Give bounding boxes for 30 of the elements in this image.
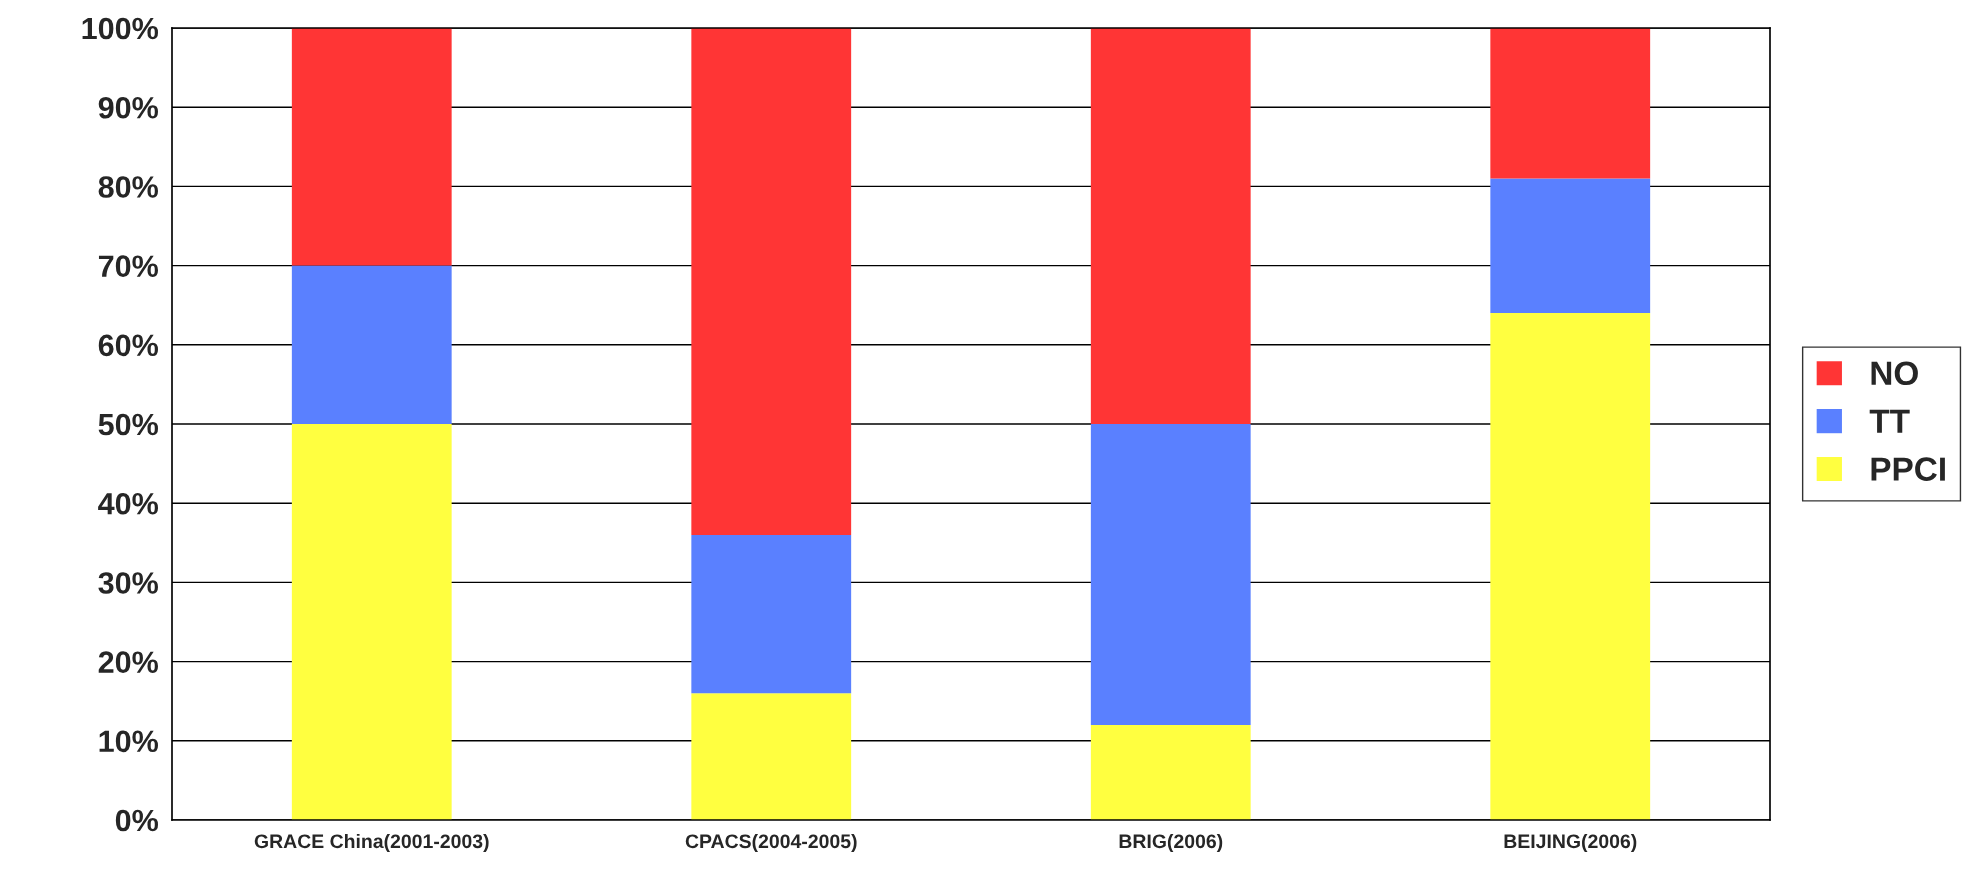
bar <box>291 424 452 820</box>
y-tick-label: 40% <box>98 492 158 515</box>
legend-label: NO <box>1871 361 1918 386</box>
legend-label: PPCI <box>1871 457 1945 481</box>
y-tick-label: 70% <box>98 255 158 277</box>
bar <box>1090 724 1251 820</box>
bar <box>691 693 852 820</box>
bar <box>291 265 452 424</box>
y-tick-label: 80% <box>98 176 158 198</box>
x-tick-label: BEIJING(2006) <box>1504 833 1637 853</box>
bar <box>1490 313 1651 820</box>
x-tick-label: GRACE China(2001-2003) <box>254 833 489 853</box>
bar <box>1490 28 1651 179</box>
bar <box>691 534 852 694</box>
bar <box>291 28 452 266</box>
y-tick-label: 100% <box>82 17 158 40</box>
y-tick-label: 60% <box>98 334 158 357</box>
bar <box>1090 424 1251 725</box>
y-tick-label: 20% <box>98 651 158 673</box>
x-tick-label: BRIG(2006) <box>1119 833 1223 853</box>
bar <box>1490 178 1651 314</box>
bar <box>691 28 852 535</box>
y-tick-label: 30% <box>98 572 158 594</box>
legend-label: TT <box>1869 409 1910 433</box>
y-tick-label: 0% <box>115 809 158 832</box>
y-tick-label: 10% <box>99 730 158 753</box>
y-tick-label: 90% <box>98 96 158 119</box>
bar <box>1090 28 1251 424</box>
x-tick-label: CPACS(2004-2005) <box>685 833 857 853</box>
y-tick-label: 50% <box>98 413 158 436</box>
